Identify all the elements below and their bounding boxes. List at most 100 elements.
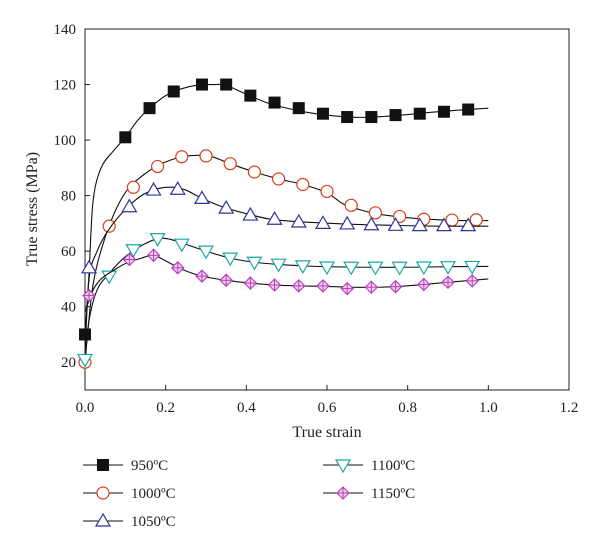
data-point bbox=[344, 198, 358, 212]
y-axis-label: True stress (MPa) bbox=[24, 152, 41, 266]
data-point bbox=[437, 105, 450, 118]
data-point bbox=[80, 259, 98, 274]
legend-marker bbox=[336, 486, 350, 500]
data-point bbox=[364, 280, 379, 295]
data-point bbox=[439, 261, 457, 275]
legend-item: 1100ºC bbox=[323, 458, 415, 474]
data-point bbox=[244, 89, 257, 102]
data-point bbox=[290, 213, 307, 228]
data-point bbox=[220, 78, 233, 91]
x-tick-label: 0.6 bbox=[318, 400, 337, 416]
data-point bbox=[365, 111, 378, 124]
y-tick-label: 20 bbox=[61, 355, 76, 371]
data-point bbox=[314, 215, 332, 229]
series-triangle-up bbox=[80, 181, 489, 357]
series-circle bbox=[78, 149, 489, 369]
data-point bbox=[292, 102, 305, 115]
data-point bbox=[460, 217, 477, 232]
data-point bbox=[145, 181, 162, 196]
data-point bbox=[169, 181, 186, 195]
x-axis-label: True strain bbox=[292, 424, 361, 441]
series-line bbox=[84, 154, 489, 363]
data-point bbox=[247, 165, 261, 179]
series-line bbox=[84, 254, 489, 313]
data-point bbox=[435, 217, 453, 232]
x-tick-label: 0.4 bbox=[237, 400, 256, 416]
legend-marker bbox=[96, 486, 110, 500]
data-point bbox=[267, 278, 282, 292]
data-point bbox=[268, 96, 281, 109]
data-point bbox=[367, 261, 384, 276]
data-point bbox=[199, 149, 213, 163]
data-point bbox=[465, 274, 479, 288]
y-tick-label: 100 bbox=[54, 133, 77, 149]
x-tick-label: 0.0 bbox=[76, 400, 95, 416]
data-point bbox=[387, 217, 404, 231]
data-point bbox=[272, 172, 286, 186]
data-point bbox=[368, 206, 382, 220]
data-point bbox=[101, 270, 118, 285]
data-point bbox=[316, 107, 329, 120]
data-point bbox=[294, 260, 311, 275]
data-point bbox=[291, 279, 306, 293]
legend-item: 1150ºC bbox=[323, 486, 415, 502]
data-point bbox=[143, 102, 156, 115]
x-tick-label: 1.2 bbox=[560, 400, 579, 416]
data-point bbox=[417, 277, 431, 292]
y-tick-label: 40 bbox=[61, 300, 76, 316]
data-point bbox=[170, 261, 185, 275]
data-point bbox=[219, 273, 233, 288]
legend-marker bbox=[334, 459, 352, 474]
data-point bbox=[197, 245, 215, 260]
data-point bbox=[413, 107, 426, 120]
data-point bbox=[340, 281, 354, 296]
data-point bbox=[218, 199, 235, 214]
series-line bbox=[84, 186, 489, 357]
data-point bbox=[195, 269, 209, 283]
data-point bbox=[320, 184, 334, 199]
legend: 950ºC 1000ºC 1050ºC 1100ºC 1150ºC bbox=[83, 458, 415, 530]
legend-label: 1000ºC bbox=[131, 486, 176, 502]
series-square bbox=[79, 78, 489, 341]
data-point bbox=[102, 219, 116, 233]
x-tick-label: 0.8 bbox=[398, 400, 417, 416]
series-triangle-down bbox=[76, 233, 489, 368]
data-point bbox=[388, 279, 403, 294]
data-point bbox=[341, 111, 354, 124]
data-point bbox=[195, 78, 208, 91]
data-point bbox=[82, 288, 96, 303]
data-point bbox=[246, 256, 263, 271]
data-point bbox=[223, 157, 237, 171]
data-point bbox=[363, 216, 380, 231]
series-diamond-cross bbox=[82, 248, 489, 313]
data-point bbox=[411, 217, 428, 232]
x-tick-label: 0.2 bbox=[156, 400, 175, 416]
data-point bbox=[462, 103, 475, 116]
legend-label: 1150ºC bbox=[371, 486, 415, 502]
data-point bbox=[389, 109, 402, 122]
data-point bbox=[343, 261, 360, 276]
data-point bbox=[175, 150, 189, 164]
legend-label: 1100ºC bbox=[371, 458, 415, 474]
data-point bbox=[391, 261, 408, 276]
data-point bbox=[76, 353, 94, 368]
data-point bbox=[222, 252, 239, 267]
data-point bbox=[464, 260, 481, 275]
data-point bbox=[146, 248, 161, 263]
legend-marker bbox=[97, 459, 109, 471]
data-point bbox=[415, 261, 432, 276]
series-line bbox=[84, 83, 489, 335]
axis-ticks bbox=[84, 28, 570, 390]
data-point bbox=[243, 276, 258, 290]
data-point bbox=[339, 215, 356, 230]
data-point bbox=[122, 252, 137, 267]
x-tick-label: 1.0 bbox=[479, 400, 498, 416]
legend-marker bbox=[94, 512, 112, 527]
y-tick-label: 60 bbox=[61, 244, 76, 260]
data-point bbox=[125, 244, 142, 258]
plot-frame bbox=[84, 28, 570, 391]
data-point bbox=[316, 279, 330, 293]
data-point bbox=[441, 275, 455, 290]
data-point bbox=[121, 198, 138, 213]
